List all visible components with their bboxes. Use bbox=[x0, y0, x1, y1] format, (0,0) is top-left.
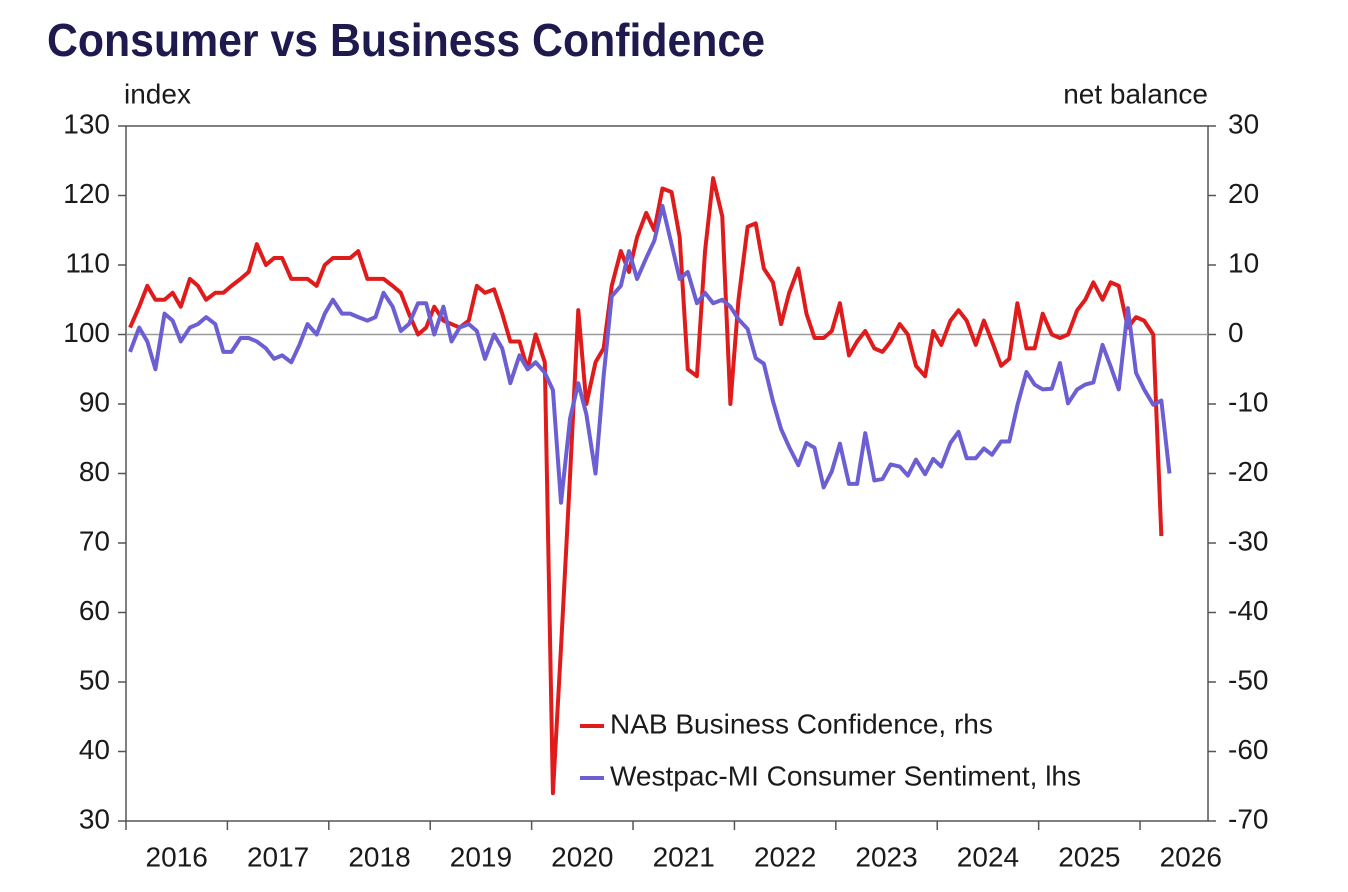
x-tick-label: 2021 bbox=[653, 841, 715, 872]
y-tick-label: 50 bbox=[79, 664, 110, 695]
y-tick-label: 70 bbox=[79, 525, 110, 556]
legend-label: Westpac-MI Consumer Sentiment, lhs bbox=[610, 760, 1081, 791]
chart-title: Consumer vs Business Confidence bbox=[47, 14, 765, 66]
y2-tick-label: 0 bbox=[1228, 317, 1244, 348]
x-tick-label: 2020 bbox=[551, 841, 613, 872]
y-tick-label: 90 bbox=[79, 386, 110, 417]
y-axis-label: index bbox=[124, 78, 191, 109]
y-tick-label: 60 bbox=[79, 595, 110, 626]
y2-tick-label: -50 bbox=[1228, 664, 1268, 695]
y2-tick-label: 30 bbox=[1228, 108, 1259, 139]
x-tick-label: 2016 bbox=[146, 841, 208, 872]
y2-tick-label: -70 bbox=[1228, 803, 1268, 834]
y2-tick-label: -40 bbox=[1228, 595, 1268, 626]
y2-tick-label: -20 bbox=[1228, 456, 1268, 487]
y2-tick-label: -10 bbox=[1228, 386, 1268, 417]
series-line bbox=[128, 176, 1164, 796]
x-tick-label: 2019 bbox=[450, 841, 512, 872]
y-tick-label: 120 bbox=[63, 178, 110, 209]
x-tick-label: 2024 bbox=[957, 841, 1019, 872]
y2-tick-label: 20 bbox=[1228, 178, 1259, 209]
y-tick-label: 80 bbox=[79, 456, 110, 487]
x-tick-label: 2025 bbox=[1058, 841, 1120, 872]
y-tick-label: 130 bbox=[63, 108, 110, 139]
series-line bbox=[128, 203, 1172, 505]
y2-tick-label: -60 bbox=[1228, 734, 1268, 765]
legend-label: NAB Business Confidence, rhs bbox=[610, 708, 993, 739]
y-tick-label: 110 bbox=[65, 247, 110, 278]
x-tick-label: 2017 bbox=[247, 841, 309, 872]
y2-tick-label: 10 bbox=[1228, 247, 1259, 278]
y-tick-label: 40 bbox=[79, 734, 110, 765]
y-tick-label: 30 bbox=[79, 803, 110, 834]
y2-tick-label: -30 bbox=[1228, 525, 1268, 556]
y-tick-label: 100 bbox=[63, 317, 110, 348]
x-tick-label: 2023 bbox=[855, 841, 917, 872]
y2-axis-label: net balance bbox=[1063, 78, 1208, 109]
x-tick-label: 2022 bbox=[754, 841, 816, 872]
x-tick-label: 2018 bbox=[348, 841, 410, 872]
x-tick-label: 2026 bbox=[1160, 841, 1222, 872]
